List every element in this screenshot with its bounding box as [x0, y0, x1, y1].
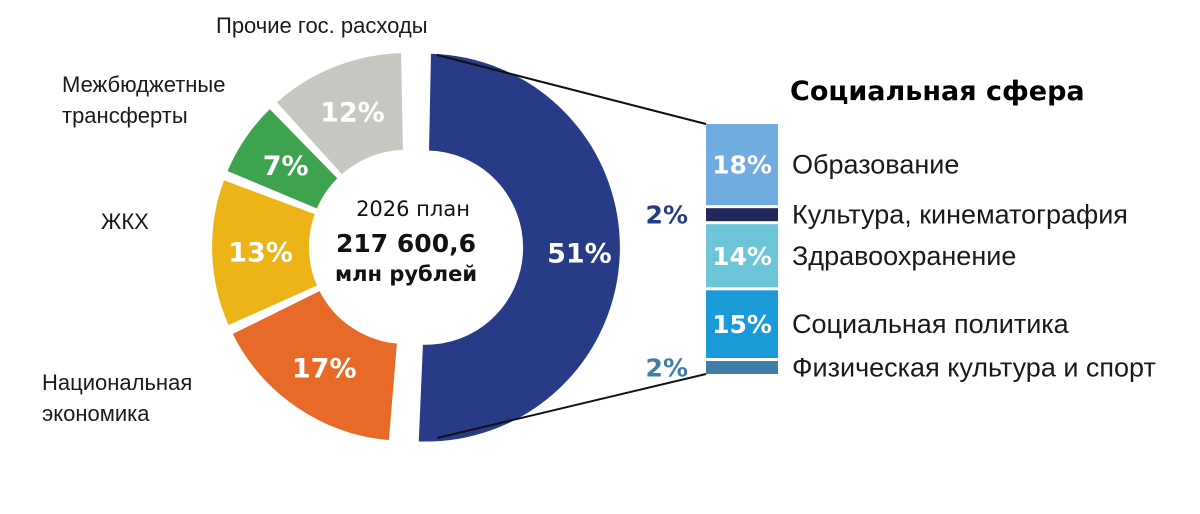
breakdown-category-label-social-policy: Социальная политика	[792, 309, 1070, 339]
center-label-total: 217 600,6	[336, 229, 476, 258]
center-label-unit: млн рублей	[335, 262, 477, 286]
breakdown-bar-healthcare	[706, 224, 778, 288]
donut-value-label-social: 51%	[547, 238, 612, 269]
donut-slice-other	[273, 50, 406, 178]
slice-label-other: Прочие гос. расходы	[216, 13, 428, 38]
donut-value-label-transfers: 7%	[263, 151, 309, 182]
donut-value-label-other: 12%	[320, 98, 385, 129]
donut-slice-transfers	[224, 105, 341, 212]
breakdown-category-label-sport: Физическая культура и спорт	[792, 353, 1156, 383]
donut-value-label-housing: 13%	[228, 238, 293, 269]
slice-label-housing: ЖКХ	[101, 209, 149, 234]
breakdown-bar-culture	[706, 208, 778, 222]
breakdown-title: Социальная сфера	[790, 76, 1085, 107]
breakdown-value-label-education: 18%	[712, 151, 772, 180]
slice-label-transfers: Межбюджетные трансферты	[62, 72, 232, 128]
breakdown-category-label-education: Образование	[792, 150, 959, 180]
donut-slice-housing	[209, 177, 320, 328]
connector-line-top	[436, 54, 707, 125]
breakdown-bar-sport	[706, 361, 778, 374]
breakdown-category-label-culture: Культура, кинематография	[792, 200, 1128, 230]
donut-chart: 51% 17% 13% 7% 12%	[209, 50, 623, 444]
breakdown-value-label-sport: 2%	[646, 354, 688, 383]
breakdown-bar-education	[706, 124, 778, 206]
breakdown-value-label-social-policy: 15%	[712, 310, 772, 339]
breakdown-bar-social-policy	[706, 290, 778, 358]
breakdown-value-label-healthcare: 14%	[712, 242, 772, 271]
connector-line-bottom	[436, 373, 707, 439]
breakdown-category-label-healthcare: Здравоохранение	[792, 241, 1016, 271]
breakdown-stacked-bar: 18% Образование 2% Культура, кинематография…	[646, 124, 1156, 383]
slice-category-labels: Прочие гос. расходы Межбюджетные трансфе…	[42, 13, 428, 426]
donut-slice-social	[416, 51, 623, 444]
donut-value-label-economy: 17%	[292, 353, 357, 384]
center-label-plan: 2026 план	[356, 197, 470, 221]
donut-slice-economy	[229, 288, 400, 443]
breakdown-value-label-culture: 2%	[646, 201, 688, 230]
slice-label-economy: Национальная экономика	[42, 370, 198, 426]
donut-center: 2026 план 217 600,6 млн рублей	[335, 197, 477, 286]
connector-lines	[436, 54, 707, 439]
